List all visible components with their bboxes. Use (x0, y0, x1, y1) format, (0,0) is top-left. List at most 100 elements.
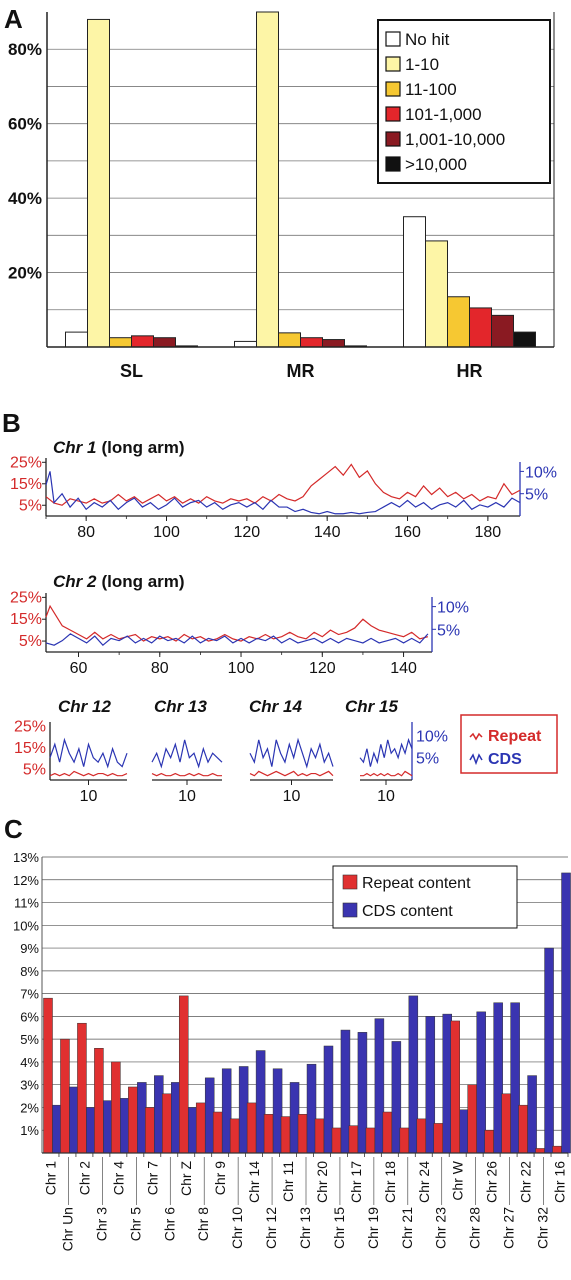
c-bar-cds-4 (120, 1098, 130, 1154)
mini-1-repeat-line (151, 772, 222, 777)
c-bar-repeat-3 (94, 1048, 104, 1154)
c-cat-14: Chr 11 (280, 1161, 296, 1202)
b2-xtick-2: 100 (228, 660, 255, 677)
c-bar-repeat-16 (314, 1118, 325, 1154)
c-bar-cds-1 (69, 1086, 79, 1154)
mini-0-xtick: 10 (80, 788, 98, 805)
cds-content-swatch (342, 902, 358, 918)
chr1-title-name: Chr 1 (53, 438, 96, 457)
a-bar-SL-1 (87, 18, 110, 348)
panel-c-letter: C (4, 814, 23, 844)
b1-ltick-2: 5% (19, 497, 42, 514)
mini-2-cds-line (249, 737, 334, 769)
chr15-title: Chr 15 (345, 697, 398, 716)
a-ytick-0: 20% (8, 264, 42, 283)
panel-c-legend: Repeat content CDS content (332, 865, 518, 929)
c-bar-repeat-21 (399, 1127, 410, 1154)
panel-a-categories: SL MR HR (120, 361, 483, 381)
c-bar-cds-2 (86, 1107, 96, 1154)
c-ytick-12: 13% (13, 850, 39, 865)
a-bar-MR-0 (234, 340, 257, 348)
c-bar-cds-6 (154, 1075, 164, 1154)
c-bar-cds-9 (204, 1077, 215, 1154)
mini-2-repeat-line (249, 770, 334, 777)
c-bar-cds-10 (221, 1068, 232, 1154)
a-bar-HR-0 (403, 216, 426, 348)
b1-xtick-5: 180 (475, 524, 502, 541)
c-bar-repeat-0 (43, 997, 53, 1154)
a-legend-swatch-0 (385, 31, 401, 47)
panel-b-line-charts: Chr 1 (long arm) 25% 15% 5% 10% 5% 80 100 120 140… (10, 438, 558, 805)
panel-a-legend-box (377, 19, 551, 184)
mini-0-cds-line (49, 737, 128, 769)
b1-repeat-line (45, 463, 521, 506)
c-bar-cds-30 (561, 872, 571, 1154)
chr1-plot: 25% 15% 5% 10% 5% 80 100 120 140 160 180 (10, 454, 557, 541)
b2-ltick-2: 5% (19, 633, 42, 650)
c-bar-repeat-1 (60, 1038, 70, 1154)
c-bar-cds-22 (425, 1016, 436, 1154)
c-cat-22: Chr 24 (416, 1161, 432, 1203)
cds-legend-icon (469, 753, 483, 766)
c-bar-repeat-17 (331, 1127, 342, 1154)
c-cat-2: Chr 2 (76, 1161, 92, 1195)
a-bar-MR-3 (300, 337, 323, 348)
c-bar-repeat-4 (111, 1061, 121, 1154)
a-bar-HR-4 (491, 314, 514, 348)
a-cat-1: MR (287, 361, 315, 381)
c-ytick-11: 12% (13, 873, 39, 888)
c-cat-20: Chr 18 (382, 1161, 398, 1203)
c-ytick-9: 10% (13, 918, 39, 933)
c-bar-repeat-13 (263, 1114, 274, 1154)
c-bar-repeat-22 (416, 1118, 427, 1154)
chr2-title-name: Chr 2 (53, 572, 97, 591)
repeat-content-label: Repeat content (362, 875, 471, 892)
mini-ltick-1: 15% (14, 740, 46, 757)
c-cat-26: Chr 26 (484, 1161, 500, 1203)
c-cat-25: Chr 28 (467, 1207, 483, 1249)
c-ytick-8: 9% (20, 941, 39, 956)
panel-a-letter: A (4, 4, 23, 34)
c-ytick-7: 8% (20, 964, 39, 979)
c-ytick-2: 3% (20, 1078, 39, 1093)
a-cat-2: HR (457, 361, 483, 381)
panel-c-y-ticks: 1% 2% 3% 4% 5% 6% 7% 8% 9% 10% 11% 12% 13% (13, 850, 39, 1138)
mini-ltick-0: 25% (14, 718, 46, 735)
c-bar-repeat-23 (433, 1123, 444, 1154)
a-cat-0: SL (120, 361, 143, 381)
c-bar-repeat-12 (246, 1102, 257, 1154)
c-bar-cds-17 (340, 1029, 351, 1154)
mini-ltick-2: 5% (23, 761, 46, 778)
chr2-plot: 25% 15% 5% 10% 5% 60 80 100 120 140 (10, 589, 469, 677)
mini-3-xtick: 10 (377, 788, 395, 805)
a-bar-SL-3 (131, 335, 154, 348)
repeat-content-swatch (342, 874, 358, 890)
a-legend-label-3: 101-1,000 (405, 105, 482, 124)
panel-b-legend: Repeat CDS (460, 714, 558, 774)
chr14-title: Chr 14 (249, 697, 302, 716)
mini-3-cds-line (359, 737, 413, 767)
c-bar-cds-5 (137, 1082, 147, 1154)
c-bar-cds-12 (255, 1050, 266, 1154)
c-cat-15: Chr 13 (297, 1207, 313, 1249)
c-cat-4: Chr 4 (110, 1161, 126, 1195)
panel-a-grid (47, 48, 554, 311)
c-bar-cds-19 (374, 1018, 385, 1154)
panel-c-legend-box (332, 865, 518, 929)
c-bar-repeat-7 (162, 1093, 172, 1154)
a-legend-swatch-1 (385, 56, 401, 72)
cds-content-label: CDS content (362, 903, 453, 920)
a-bar-HR-3 (469, 307, 492, 348)
c-cat-17: Chr 15 (331, 1207, 347, 1249)
a-legend-label-1: 1-10 (405, 55, 439, 74)
panel-a-y-ticks: 20% 40% 60% 80% (8, 40, 42, 282)
a-bar-MR-1 (256, 11, 279, 348)
c-bar-cds-15 (306, 1063, 317, 1154)
c-bar-cds-11 (238, 1066, 249, 1154)
b2-xtick-3: 120 (309, 660, 336, 677)
b1-xtick-2: 120 (233, 524, 260, 541)
c-cat-30: Chr 16 (552, 1161, 568, 1203)
c-bar-repeat-24 (450, 1020, 460, 1154)
cds-legend-label: CDS (488, 751, 522, 768)
b2-ltick-1: 15% (10, 611, 42, 628)
